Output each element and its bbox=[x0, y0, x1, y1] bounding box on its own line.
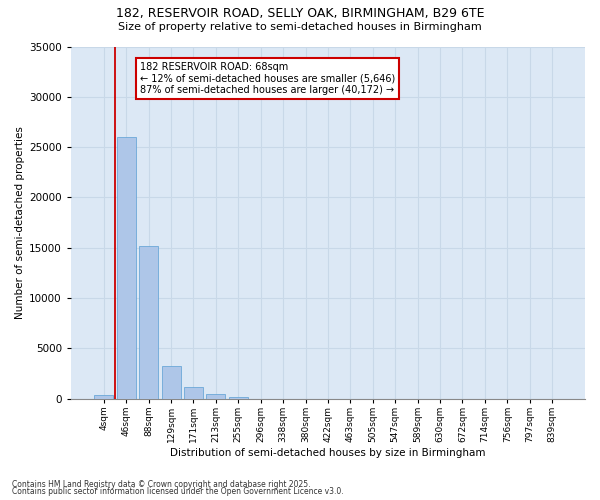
Bar bbox=[139, 246, 158, 398]
Text: Contains HM Land Registry data © Crown copyright and database right 2025.: Contains HM Land Registry data © Crown c… bbox=[12, 480, 311, 489]
Bar bbox=[117, 137, 136, 398]
Bar bbox=[229, 397, 248, 398]
Y-axis label: Number of semi-detached properties: Number of semi-detached properties bbox=[15, 126, 25, 319]
Text: 182, RESERVOIR ROAD, SELLY OAK, BIRMINGHAM, B29 6TE: 182, RESERVOIR ROAD, SELLY OAK, BIRMINGH… bbox=[116, 8, 484, 20]
Text: Size of property relative to semi-detached houses in Birmingham: Size of property relative to semi-detach… bbox=[118, 22, 482, 32]
Text: 182 RESERVOIR ROAD: 68sqm
← 12% of semi-detached houses are smaller (5,646)
87% : 182 RESERVOIR ROAD: 68sqm ← 12% of semi-… bbox=[140, 62, 395, 95]
Bar bbox=[161, 366, 181, 398]
X-axis label: Distribution of semi-detached houses by size in Birmingham: Distribution of semi-detached houses by … bbox=[170, 448, 486, 458]
Bar bbox=[94, 395, 113, 398]
Text: Contains public sector information licensed under the Open Government Licence v3: Contains public sector information licen… bbox=[12, 487, 344, 496]
Bar bbox=[206, 394, 226, 398]
Bar bbox=[184, 386, 203, 398]
